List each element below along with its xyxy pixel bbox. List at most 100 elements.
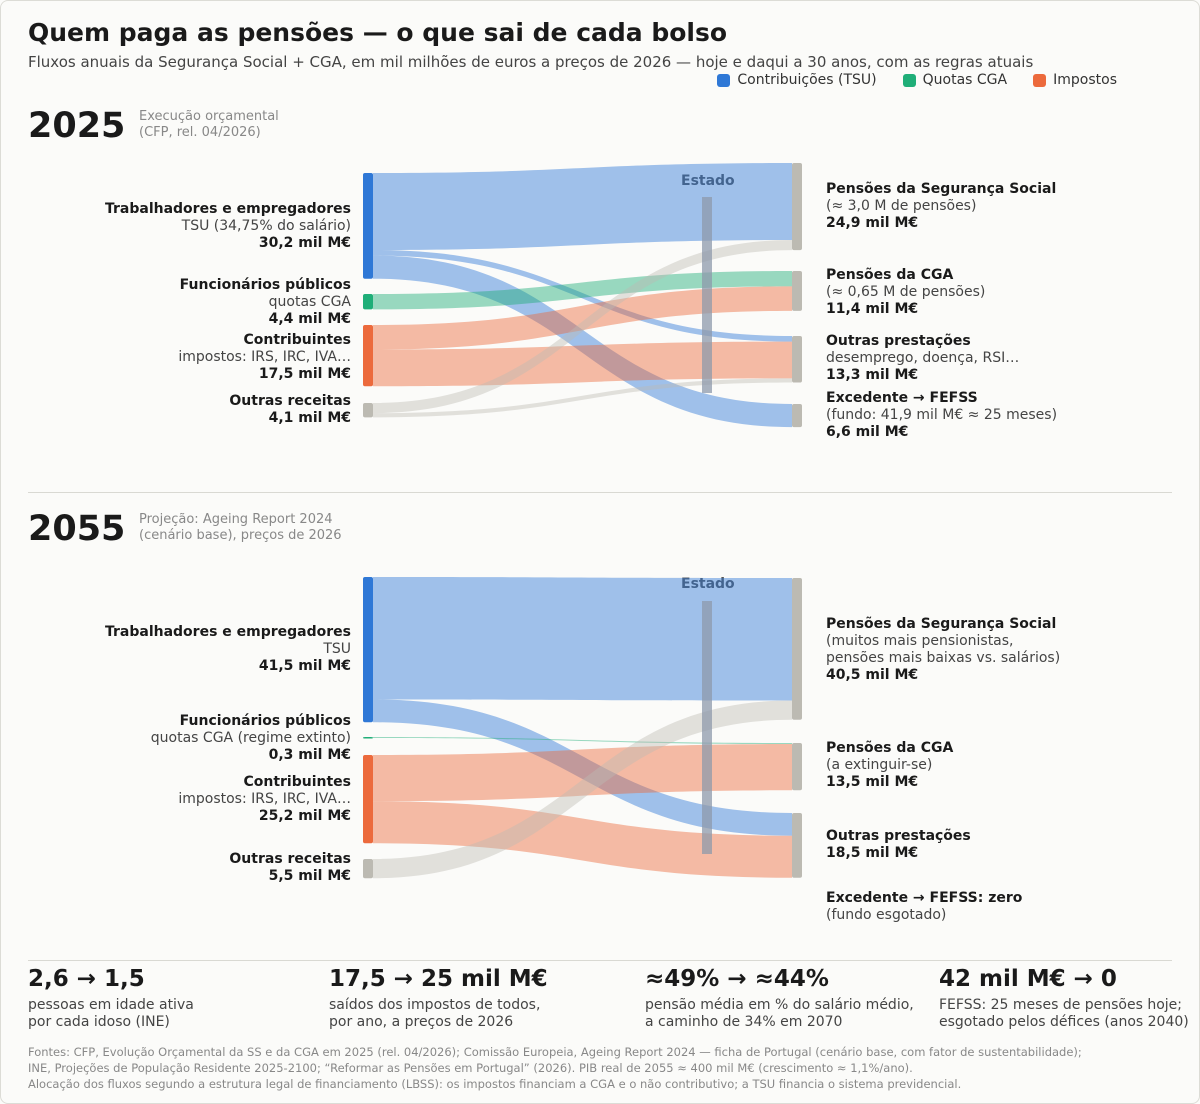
- source-node: [363, 755, 373, 844]
- source-name: Contribuintes: [243, 774, 351, 790]
- flow-band: [373, 737, 792, 745]
- flow-band: [373, 744, 792, 802]
- panel-2055-target-fefss: Excedente → FEFSS: zero (fundo esgotado): [826, 890, 1022, 924]
- source-node: [363, 737, 373, 739]
- panel-2025-note-line: Execução orçamental: [139, 109, 279, 124]
- stat-ratio: 2,6 → 1,5 pessoas em idade ativa por cad…: [28, 966, 194, 1031]
- source-sub: TSU (34,75% do salário): [181, 218, 351, 234]
- source-value: 0,3 mil M€: [268, 747, 351, 763]
- target-name: Pensões da CGA: [826, 267, 954, 283]
- source-value: 30,2 mil M€: [258, 235, 351, 251]
- legend-label-tax: Impostos: [1053, 72, 1117, 88]
- stat-big: 42 mil M€ → 0: [939, 966, 1117, 992]
- target-node: [792, 336, 802, 383]
- target-sub: (fundo esgotado): [826, 907, 947, 923]
- target-sub: (fundo: 41,9 mil M€ ≈ 25 meses): [826, 407, 1058, 423]
- stats-divider: [28, 960, 1172, 961]
- source-value: 5,5 mil M€: [268, 868, 351, 884]
- panel-2025-state-label: Estado: [681, 173, 735, 189]
- legend-item-cga: Quotas CGA: [902, 72, 1008, 88]
- panel-2025-target-other: Outras prestações desemprego, doença, RS…: [826, 333, 1019, 384]
- panel-2055-note-line: Projeção: Ageing Report 2024: [139, 512, 333, 527]
- source-name: Trabalhadores e empregadores: [104, 624, 351, 640]
- state-bar: [702, 197, 712, 393]
- panel-2055-note: Projeção: Ageing Report 2024 (cenário ba…: [139, 512, 439, 544]
- source-node: [363, 325, 373, 387]
- stat-fefss: 42 mil M€ → 0 FEFSS: 25 meses de pensões…: [939, 966, 1189, 1031]
- stat-desc-line: pessoas em idade ativa: [28, 997, 194, 1013]
- source-sub: TSU: [323, 641, 351, 657]
- flow-band: [373, 240, 792, 414]
- panel-2025-target-cga: Pensões da CGA (≈ 0,65 M de pensões) 11,…: [826, 267, 985, 318]
- legend-label-tsu: Contribuições (TSU): [737, 72, 877, 88]
- legend-item-tsu: Contribuições (TSU): [717, 72, 877, 88]
- target-sub: (a extinguir-se): [826, 757, 933, 773]
- flow-band: [373, 699, 792, 836]
- legend-label-cga: Quotas CGA: [922, 72, 1008, 88]
- panel-divider: [28, 492, 1172, 493]
- stat-desc: pessoas em idade ativa por cada idoso (I…: [28, 997, 194, 1031]
- panel-2055-note-line: (cenário base), preços de 2026: [139, 528, 342, 543]
- target-value: 13,5 mil M€: [826, 774, 919, 790]
- sources-note: Fontes: CFP, Evolução Orçamental da SS e…: [28, 1044, 1082, 1092]
- panel-2025-target-ss: Pensões da Segurança Social (≈ 3,0 M de …: [826, 181, 1056, 232]
- stat-taxes: 17,5 → 25 mil M€ saídos dos impostos de …: [329, 966, 548, 1031]
- stat-desc: FEFSS: 25 meses de pensões hoje; esgotad…: [939, 997, 1189, 1031]
- stat-desc-line: a caminho de 34% em 2070: [645, 1014, 843, 1030]
- flows: [373, 163, 792, 428]
- flow-band: [373, 163, 792, 250]
- panel-2055-target-other: Outras prestações 18,5 mil M€: [826, 828, 971, 862]
- stat-desc-line: por ano, a preços de 2026: [329, 1014, 514, 1030]
- flow-band: [373, 255, 792, 428]
- target-node: [792, 271, 802, 311]
- target-sub: (≈ 0,65 M de pensões): [826, 284, 986, 300]
- legend-swatch-tax: [1033, 73, 1047, 87]
- panel-2055-target-ss: Pensões da Segurança Social (muitos mais…: [826, 616, 1060, 684]
- stat-desc: saídos dos impostos de todos, por ano, a…: [329, 997, 548, 1031]
- target-sub: pensões mais baixas vs. salários): [826, 650, 1061, 666]
- target-node: [792, 163, 802, 251]
- flow-band: [373, 577, 792, 701]
- stat-desc-line: FEFSS: 25 meses de pensões hoje;: [939, 997, 1183, 1013]
- target-value: 13,3 mil M€: [826, 367, 919, 383]
- source-value: 4,1 mil M€: [268, 410, 351, 426]
- target-name: Pensões da Segurança Social: [826, 181, 1057, 197]
- panel-2025-note-line: (CFP, rel. 04/2026): [139, 125, 261, 140]
- target-name: Outras prestações: [826, 828, 971, 844]
- target-node: [792, 813, 802, 878]
- stat-desc: pensão média em % do salário médio, a ca…: [645, 997, 914, 1031]
- source-value: 41,5 mil M€: [258, 658, 351, 674]
- legend: Contribuições (TSU) Quotas CGA Impostos: [717, 72, 1117, 88]
- stat-replacement: ≈49% → ≈44% pensão média em % do salário…: [645, 966, 914, 1031]
- target-sub: (muitos mais pensionistas,: [826, 633, 1014, 649]
- target-value: 24,9 mil M€: [826, 215, 919, 231]
- flow-band: [373, 341, 792, 387]
- legend-swatch-cga: [902, 73, 916, 87]
- source-name: Outras receitas: [229, 851, 351, 867]
- flow-band: [373, 271, 792, 310]
- source-node: [363, 403, 373, 418]
- panel-2055-source-cga: Funcionários públicos quotas CGA (regime…: [151, 713, 351, 764]
- target-node: [792, 404, 802, 428]
- target-value: 40,5 mil M€: [826, 667, 919, 683]
- source-node: [363, 859, 373, 879]
- panel-2055-target-cga: Pensões da CGA (a extinguir-se) 13,5 mil…: [826, 740, 953, 791]
- target-node: [792, 743, 802, 791]
- panel-2025-source-tax: Contribuintes impostos: IRS, IRC, IVA… 1…: [178, 332, 351, 383]
- stat-desc-line: esgotado pelos défices (anos 2040): [939, 1014, 1189, 1030]
- legend-swatch-tsu: [717, 73, 731, 87]
- target-node: [792, 578, 802, 720]
- source-node: [363, 173, 373, 279]
- panel-2025-note: Execução orçamental (CFP, rel. 04/2026): [139, 109, 439, 141]
- source-name: Outras receitas: [229, 393, 351, 409]
- figure-subtitle: Fluxos anuais da Segurança Social + CGA,…: [28, 53, 1034, 71]
- panel-2055-source-other: Outras receitas 5,5 mil M€: [229, 851, 351, 885]
- target-name: Pensões da Segurança Social: [826, 616, 1057, 632]
- stat-desc-line: por cada idoso (INE): [28, 1014, 170, 1030]
- panel-2055-state-label: Estado: [681, 576, 735, 592]
- source-node: [363, 294, 373, 310]
- panel-2025-source-other: Outras receitas 4,1 mil M€: [229, 393, 351, 427]
- stat-desc-line: pensão média em % do salário médio,: [645, 997, 914, 1013]
